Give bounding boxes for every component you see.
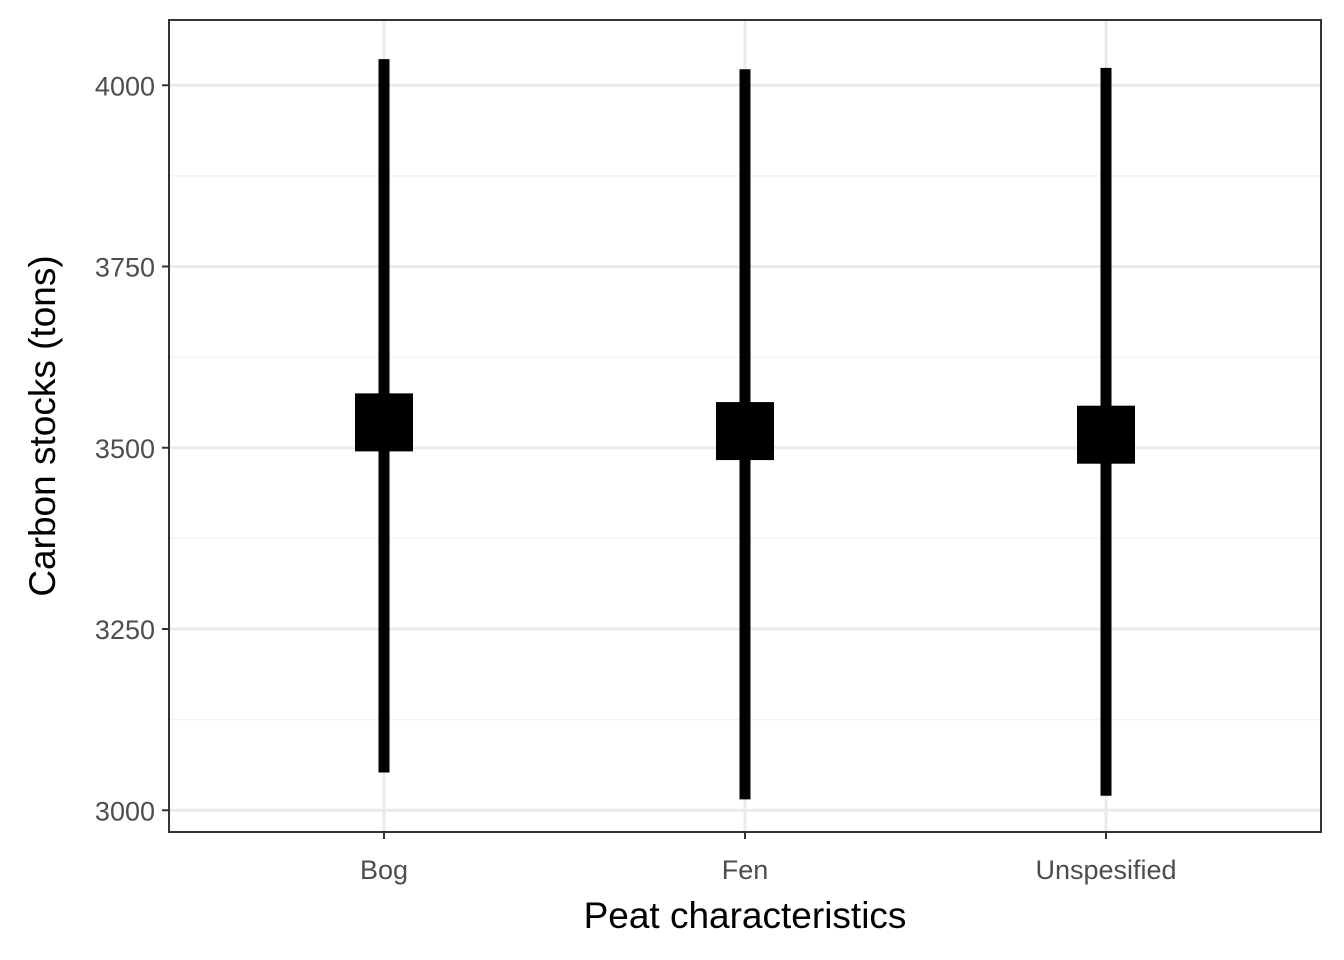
- marks-layer: [355, 59, 1135, 800]
- x-tick-label: Bog: [360, 855, 408, 885]
- y-axis-title: Carbon stocks (tons): [22, 255, 63, 596]
- y-tick-label: 3250: [95, 615, 155, 645]
- y-tick-label: 3500: [95, 434, 155, 464]
- x-tick-label: Fen: [722, 855, 769, 885]
- y-tick-label: 3000: [95, 796, 155, 826]
- y-tick-label: 4000: [95, 71, 155, 101]
- point-marker: [716, 402, 774, 461]
- x-axis-title: Peat characteristics: [584, 895, 907, 936]
- point-marker: [1077, 405, 1135, 464]
- x-tick-label: Unspesified: [1035, 855, 1176, 885]
- y-tick-label: 3750: [95, 253, 155, 283]
- axes-layer: 3000 3250 3500 3750 4000 Bog Fen Unspesified: [95, 71, 1177, 885]
- point-marker: [355, 393, 413, 452]
